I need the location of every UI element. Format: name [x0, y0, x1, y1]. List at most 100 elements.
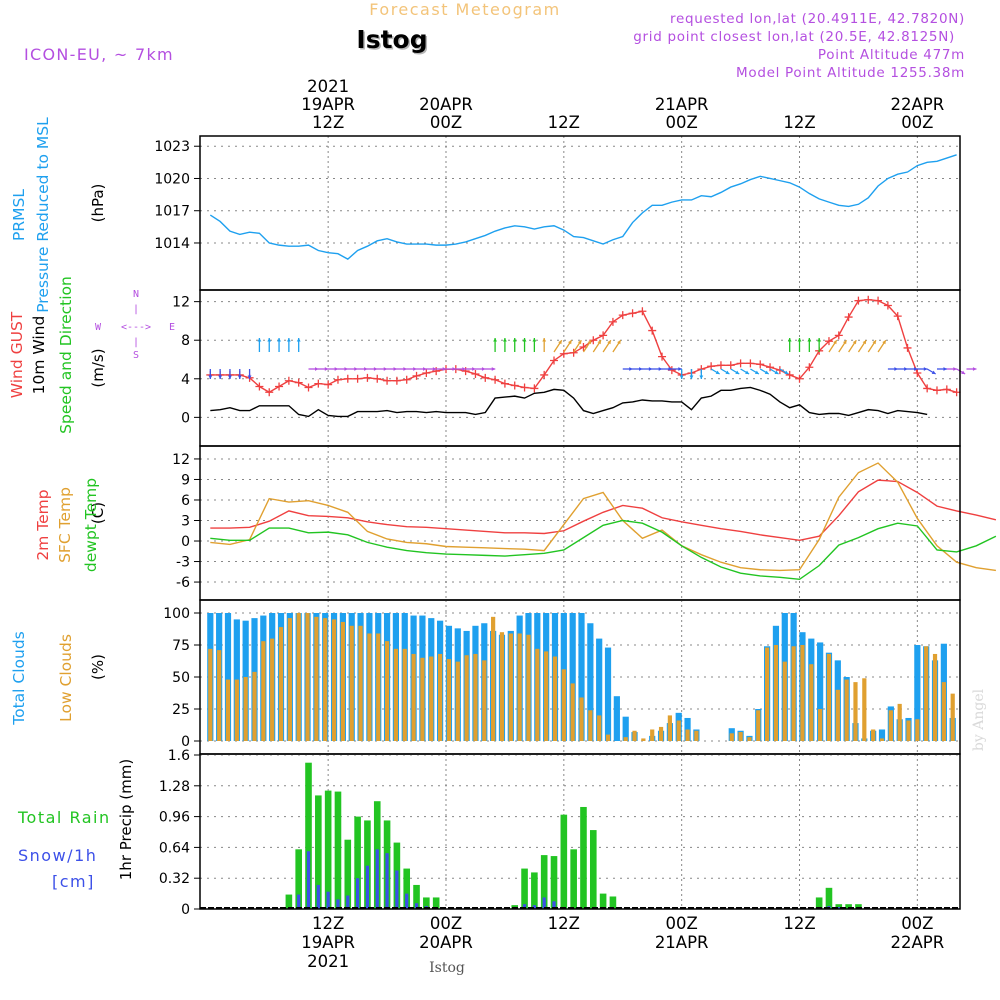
wind-arrow-head	[961, 370, 966, 374]
ytick-label: 75	[172, 638, 190, 654]
wind-arrow-head	[442, 367, 447, 371]
ytick-label: 25	[172, 702, 190, 718]
wind-arrow-head	[432, 367, 437, 371]
bar	[756, 710, 761, 741]
bar	[825, 887, 833, 909]
gust-marker	[648, 326, 657, 335]
product-title: Forecast Meteogram	[369, 0, 560, 19]
bar	[906, 720, 911, 741]
side-label: [cm]	[52, 872, 95, 891]
gust-marker	[766, 363, 775, 372]
yaxis-label-pressure: (hPa)	[89, 184, 107, 223]
compass-east: E	[169, 322, 175, 333]
compass-north: N	[133, 289, 139, 300]
wind-arrow-head	[679, 375, 684, 379]
time-label-bottom: 21APR	[655, 933, 709, 952]
bar	[561, 669, 566, 741]
gust-marker	[707, 362, 716, 371]
gust-marker	[903, 343, 912, 352]
ytick-label: 0.32	[159, 871, 190, 887]
bar	[544, 651, 549, 741]
gust-marker	[785, 370, 794, 379]
time-label-top: 21APR	[655, 95, 709, 114]
wind-arrow-head	[247, 375, 252, 379]
wind-arrow-head	[423, 367, 427, 371]
side-label: Pressure Reduced to MSL	[34, 117, 52, 313]
bar	[482, 660, 487, 741]
bar	[580, 806, 587, 909]
bar	[499, 632, 505, 741]
wind-arrow-head	[784, 370, 789, 374]
panel-precip: 0 0.32 0.64 0.96 1.28 1.6	[159, 748, 961, 918]
ytick-label: 1017	[154, 204, 190, 220]
bar	[605, 734, 611, 741]
bar	[817, 642, 824, 741]
panel-frame	[199, 289, 961, 447]
wind-arrow-head	[953, 367, 957, 371]
side-label: 2m Temp	[34, 489, 52, 560]
ytick-label: 9	[181, 472, 190, 488]
ytick-label: 0.96	[159, 810, 190, 826]
wind-compass-legend: N | W <---> E | S	[95, 289, 175, 361]
panel-frame	[199, 753, 961, 910]
bar	[853, 682, 858, 741]
bar	[432, 897, 440, 909]
bar	[314, 616, 319, 741]
bar	[878, 729, 886, 741]
gust-marker	[638, 307, 647, 316]
gust-marker	[874, 296, 883, 305]
ytick-label: 1020	[154, 171, 190, 187]
wind-arrow-head	[383, 367, 388, 371]
bar	[535, 648, 540, 741]
wind-arrow-head	[787, 338, 792, 342]
gust-marker	[569, 348, 578, 357]
wind-arrow-head	[344, 367, 348, 371]
watermark: by Angel	[971, 688, 987, 751]
bar	[844, 679, 849, 741]
bar	[650, 729, 655, 741]
compass-south: S	[133, 350, 139, 361]
gust-marker	[333, 375, 342, 384]
gust-marker	[491, 375, 500, 384]
bar	[402, 648, 407, 741]
bar	[560, 814, 568, 909]
gust-marker	[550, 356, 559, 365]
bar	[295, 849, 302, 909]
bar	[569, 613, 576, 741]
gust-marker	[628, 309, 637, 318]
bar	[773, 645, 779, 741]
bar	[356, 878, 360, 909]
bar	[835, 689, 840, 741]
gust-marker	[324, 380, 333, 389]
gust-marker	[510, 381, 519, 390]
time-label-top: 22APR	[890, 95, 944, 114]
bar	[344, 839, 352, 909]
bar	[446, 659, 452, 741]
gust-marker	[726, 361, 735, 370]
bar	[729, 733, 734, 741]
wind-arrow-head	[324, 367, 329, 371]
wind-arrow-head	[577, 340, 582, 345]
wind-arrow-head	[943, 367, 947, 371]
gust-marker	[834, 331, 843, 340]
yaxis-label-temperature: (C)	[89, 502, 107, 524]
model-label: ICON-EU, ~ 7km	[24, 45, 174, 64]
bar	[420, 657, 425, 741]
side-label: PRMSL	[10, 189, 28, 241]
bar	[324, 790, 332, 909]
bar	[915, 719, 920, 741]
time-label-bottom: 2021	[307, 952, 349, 971]
gust-marker	[746, 359, 755, 368]
wind-arrow-head	[237, 375, 242, 379]
bar	[252, 671, 257, 741]
gust-marker	[658, 352, 667, 361]
panel-clouds: 0 25 50 75 100	[163, 599, 961, 755]
bar	[809, 664, 814, 741]
wind-arrow-head	[597, 340, 601, 345]
wind-arrow-head	[764, 370, 769, 374]
gust-marker	[599, 331, 608, 340]
footer-station: Istog	[429, 960, 465, 976]
panel-pressure: 1014 1017 1020 1023	[154, 135, 961, 291]
gridpoint-coords: grid point closest lon,lat (20.5E, 42.81…	[633, 29, 955, 45]
